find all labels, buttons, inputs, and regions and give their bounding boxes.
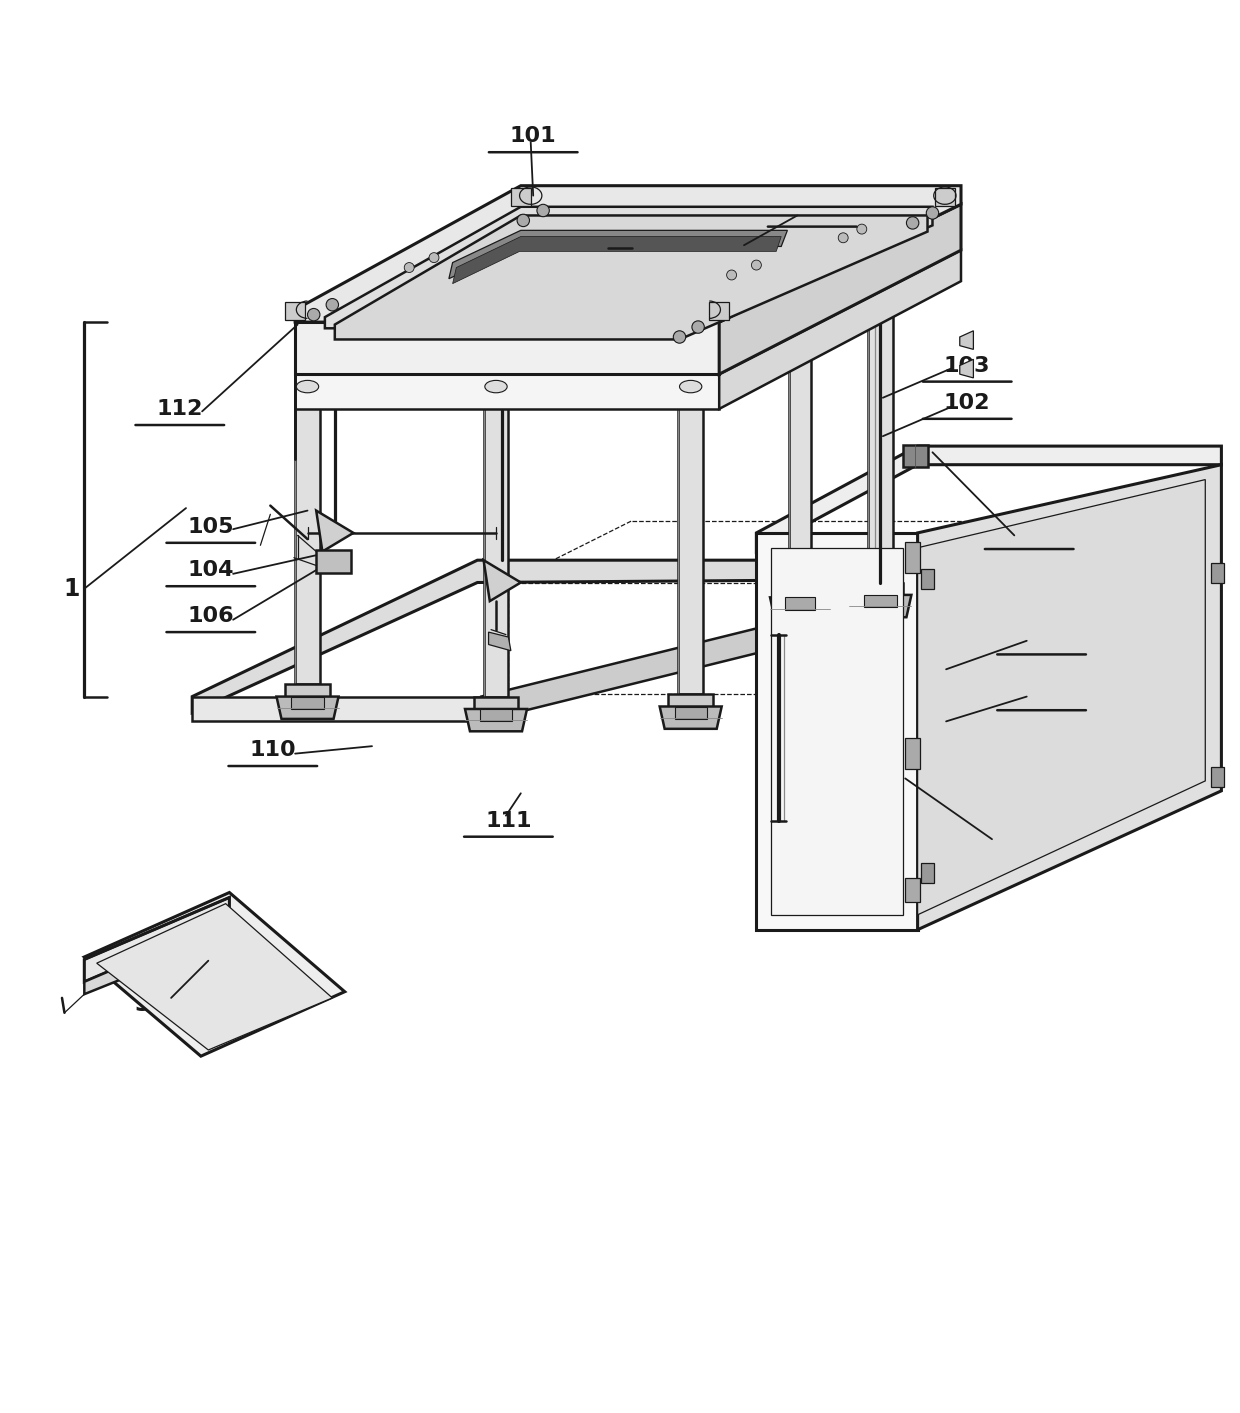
Text: 106: 106 xyxy=(187,606,234,626)
Bar xyxy=(511,188,531,205)
Text: 201: 201 xyxy=(1006,523,1053,543)
Polygon shape xyxy=(756,447,1221,551)
Bar xyxy=(935,188,955,205)
Polygon shape xyxy=(489,632,511,651)
Polygon shape xyxy=(868,263,893,582)
Polygon shape xyxy=(785,598,815,610)
Text: 105: 105 xyxy=(187,517,234,537)
Polygon shape xyxy=(84,893,345,1056)
Polygon shape xyxy=(918,479,1205,914)
Polygon shape xyxy=(858,582,903,595)
Polygon shape xyxy=(453,236,781,284)
Polygon shape xyxy=(771,548,903,914)
Text: 101: 101 xyxy=(510,126,557,146)
Polygon shape xyxy=(678,374,703,694)
Polygon shape xyxy=(484,560,521,601)
Text: 111: 111 xyxy=(485,811,532,831)
Circle shape xyxy=(906,216,919,229)
Polygon shape xyxy=(325,206,932,328)
Ellipse shape xyxy=(296,380,319,393)
Bar xyxy=(921,569,934,589)
Bar xyxy=(285,302,305,319)
Polygon shape xyxy=(335,215,928,339)
Polygon shape xyxy=(719,205,961,374)
Polygon shape xyxy=(474,697,518,709)
Bar xyxy=(1211,562,1224,582)
Circle shape xyxy=(537,205,549,216)
Bar xyxy=(905,541,920,572)
Circle shape xyxy=(326,298,339,311)
Bar xyxy=(1211,767,1224,787)
Circle shape xyxy=(838,233,848,243)
Circle shape xyxy=(692,321,704,333)
Polygon shape xyxy=(719,250,961,408)
Polygon shape xyxy=(285,684,330,697)
Circle shape xyxy=(429,253,439,263)
Bar xyxy=(709,302,729,319)
Polygon shape xyxy=(295,374,719,408)
Polygon shape xyxy=(675,706,707,719)
Polygon shape xyxy=(918,465,1221,930)
Polygon shape xyxy=(668,694,713,706)
Circle shape xyxy=(517,215,529,226)
Polygon shape xyxy=(779,585,821,598)
Ellipse shape xyxy=(485,380,507,393)
Circle shape xyxy=(727,270,737,280)
Polygon shape xyxy=(295,374,320,684)
Polygon shape xyxy=(449,230,787,278)
Text: 102: 102 xyxy=(944,393,991,413)
Circle shape xyxy=(926,206,939,219)
Polygon shape xyxy=(465,709,527,732)
Text: 112: 112 xyxy=(156,398,203,418)
Polygon shape xyxy=(756,533,918,930)
Bar xyxy=(316,550,351,572)
Polygon shape xyxy=(960,359,973,377)
Polygon shape xyxy=(770,598,830,620)
Text: 1: 1 xyxy=(63,577,81,601)
Circle shape xyxy=(308,308,320,321)
Text: 109: 109 xyxy=(1018,684,1065,704)
Polygon shape xyxy=(295,185,961,322)
Text: 103: 103 xyxy=(944,356,991,376)
Polygon shape xyxy=(84,897,229,982)
Circle shape xyxy=(673,331,686,343)
Bar xyxy=(903,445,928,468)
Circle shape xyxy=(404,263,414,273)
Polygon shape xyxy=(849,595,911,617)
Circle shape xyxy=(857,225,867,235)
Text: 3: 3 xyxy=(134,992,151,1016)
Text: 2: 2 xyxy=(1008,831,1025,855)
Polygon shape xyxy=(660,706,722,729)
Polygon shape xyxy=(291,697,324,709)
Bar xyxy=(905,877,920,903)
Polygon shape xyxy=(192,560,992,712)
Polygon shape xyxy=(789,266,811,585)
Bar xyxy=(921,863,934,883)
Polygon shape xyxy=(97,904,332,1050)
Circle shape xyxy=(751,260,761,270)
Text: 110: 110 xyxy=(249,740,296,760)
Ellipse shape xyxy=(680,380,702,393)
Polygon shape xyxy=(277,697,339,719)
Polygon shape xyxy=(480,709,512,722)
Text: 107: 107 xyxy=(789,201,836,220)
Polygon shape xyxy=(481,569,992,722)
Polygon shape xyxy=(295,322,719,374)
Polygon shape xyxy=(864,595,897,608)
Polygon shape xyxy=(84,920,229,995)
Text: 104: 104 xyxy=(187,560,234,581)
Polygon shape xyxy=(316,510,353,551)
Polygon shape xyxy=(484,374,508,697)
Text: 108: 108 xyxy=(1018,629,1065,649)
Polygon shape xyxy=(960,331,973,349)
Bar xyxy=(905,738,920,769)
Polygon shape xyxy=(192,697,481,722)
